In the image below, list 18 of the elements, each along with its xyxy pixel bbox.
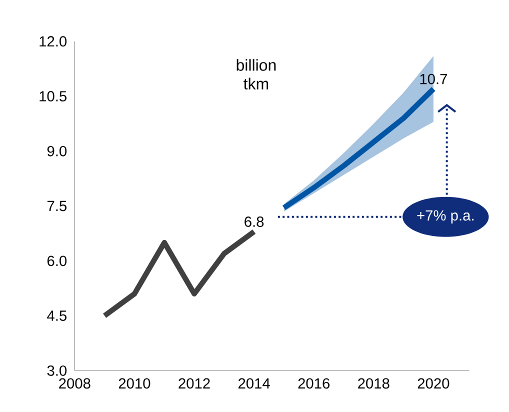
y-tick-label: 6.0 [47,256,67,266]
y-axis-title: billion tkm [236,59,276,90]
y-tick-label: 9.0 [47,146,67,156]
y-tick-label: 7.5 [47,200,66,212]
x-tick-label: 2014 [238,378,270,389]
x-tick-label: 2018 [358,378,390,389]
x-tick-label: 2020 [418,378,450,389]
x-tick-label: 2008 [59,378,90,389]
annotation: +7% p.a. [417,210,474,224]
x-tick-label: 2010 [118,378,150,389]
x-tick-label: 2016 [298,378,330,389]
y-tick-label: 3.0 [47,365,67,376]
y-tick-label: 12.0 [40,36,67,47]
y-tick-label: 10.5 [40,91,66,102]
y-tick-label: 4.5 [47,310,66,321]
data-label: 6.8 [244,216,264,227]
x-tick-label: 2012 [178,378,210,389]
data-label: 10.7 [420,74,447,84]
